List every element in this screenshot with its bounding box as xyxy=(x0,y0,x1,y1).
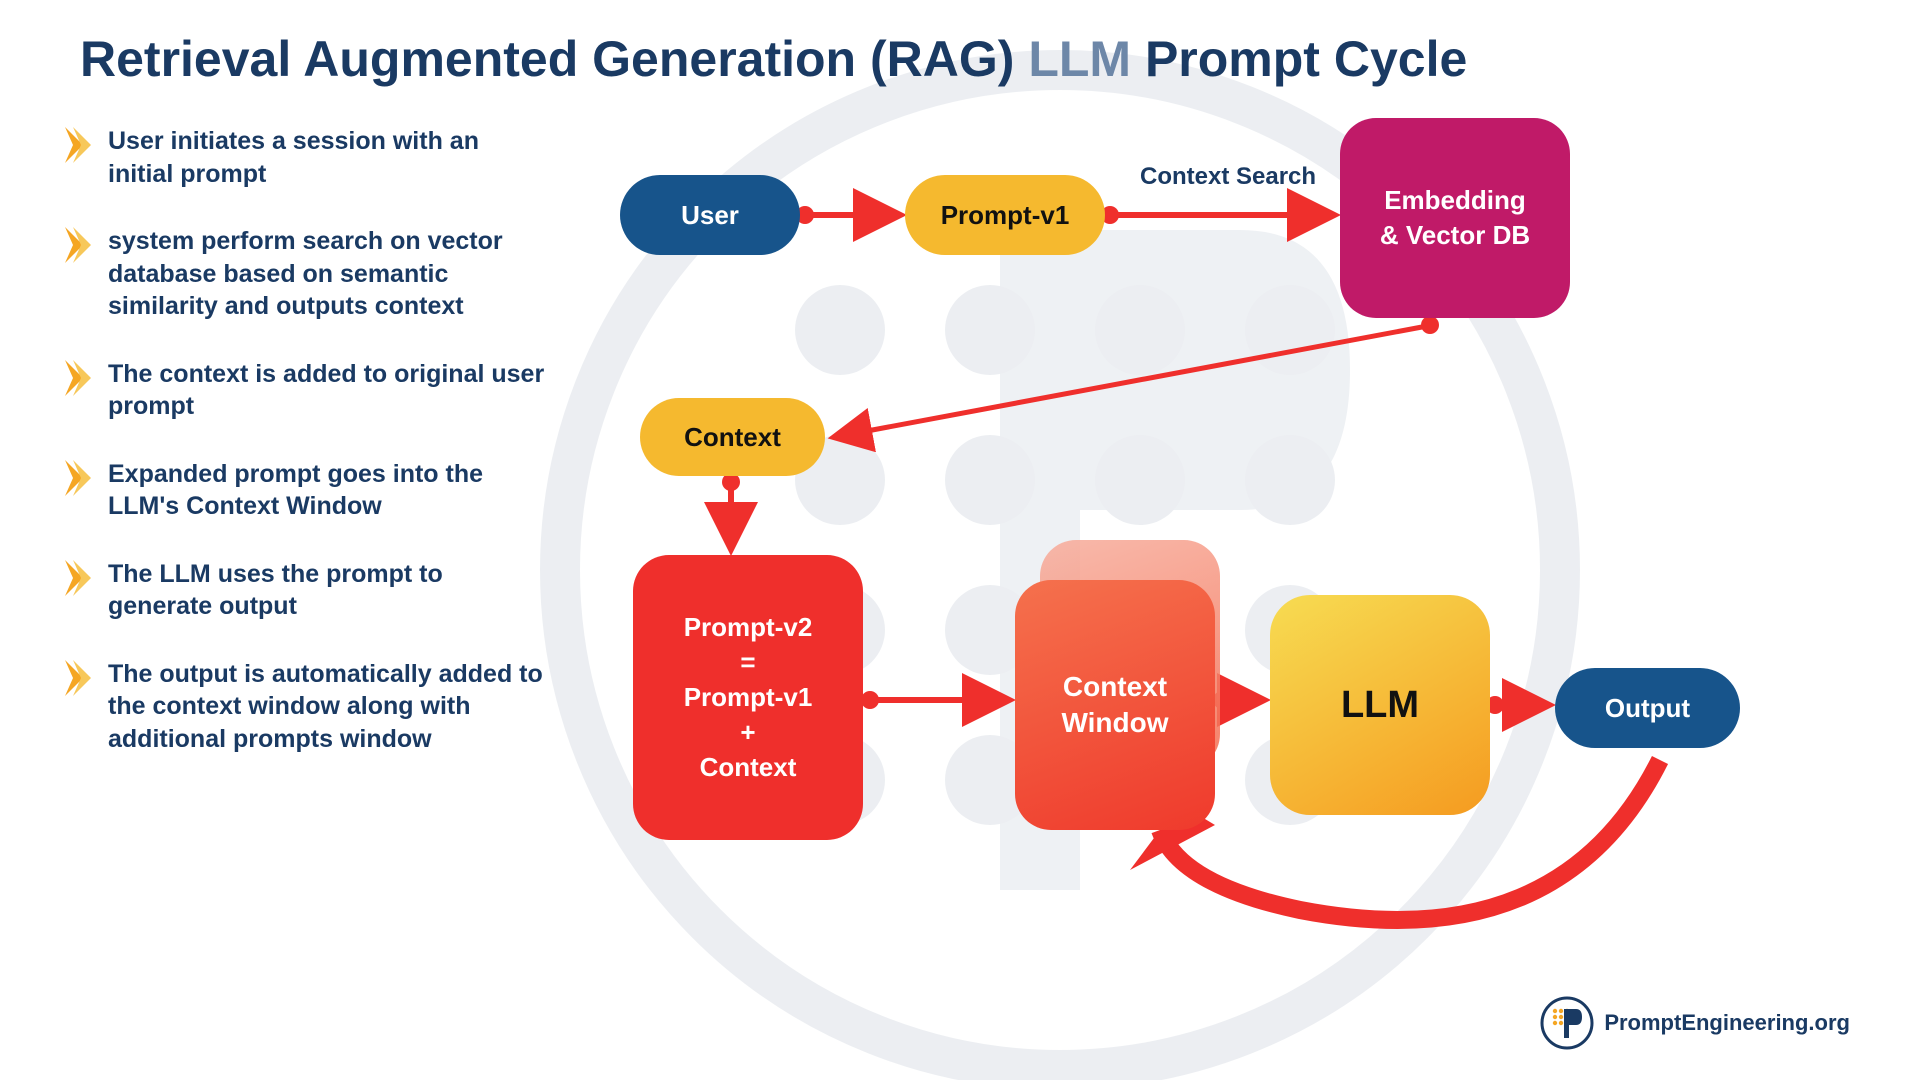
chevron-icon xyxy=(65,127,93,163)
list-item: User initiates a session with an initial… xyxy=(65,125,545,190)
edge-label-context-search: Context Search xyxy=(1140,163,1316,191)
node-label: LLM xyxy=(1341,684,1419,727)
list-item: system perform search on vector database… xyxy=(65,225,545,323)
bullet-text: Expanded prompt goes into the LLM's Cont… xyxy=(108,458,545,523)
bullet-text: The context is added to original user pr… xyxy=(108,358,545,423)
node-vector-db: Embedding & Vector DB xyxy=(1340,118,1570,318)
logo-icon xyxy=(1540,996,1594,1050)
title-part1: Retrieval Augmented Generation (RAG) xyxy=(80,31,1014,87)
footer-text: PromptEngineering.org xyxy=(1604,1010,1850,1036)
bullet-text: The output is automatically added to the… xyxy=(108,658,545,756)
chevron-icon xyxy=(65,227,93,263)
node-label: Context Window xyxy=(1061,669,1168,742)
list-item: Expanded prompt goes into the LLM's Cont… xyxy=(65,458,545,523)
diagram-canvas: Retrieval Augmented Generation (RAG) LLM… xyxy=(0,0,1920,1080)
page-title: Retrieval Augmented Generation (RAG) LLM… xyxy=(80,30,1467,88)
node-label: Prompt-v1 xyxy=(941,200,1070,231)
node-prompt-v2: Prompt-v2 = Prompt-v1 + Context xyxy=(633,555,863,840)
footer: PromptEngineering.org xyxy=(1540,996,1850,1050)
list-item: The output is automatically added to the… xyxy=(65,658,545,756)
node-label: Context xyxy=(684,422,781,453)
node-label: Embedding & Vector DB xyxy=(1380,183,1530,253)
chevron-icon xyxy=(65,560,93,596)
node-label: User xyxy=(681,200,739,231)
node-user: User xyxy=(620,175,800,255)
bullet-text: User initiates a session with an initial… xyxy=(108,125,545,190)
node-llm: LLM xyxy=(1270,595,1490,815)
node-label: Prompt-v2 = Prompt-v1 + Context xyxy=(684,610,813,785)
list-item: The LLM uses the prompt to generate outp… xyxy=(65,558,545,623)
list-item: The context is added to original user pr… xyxy=(65,358,545,423)
node-prompt-v1: Prompt-v1 xyxy=(905,175,1105,255)
node-output: Output xyxy=(1555,668,1740,748)
node-label: Output xyxy=(1605,693,1690,724)
title-part2: LLM xyxy=(1028,31,1131,87)
bullet-text: system perform search on vector database… xyxy=(108,225,545,323)
node-context: Context xyxy=(640,398,825,476)
node-context-window: Context Window xyxy=(1015,580,1215,830)
chevron-icon xyxy=(65,360,93,396)
title-part3: Prompt Cycle xyxy=(1145,31,1467,87)
bullet-list: User initiates a session with an initial… xyxy=(65,125,545,790)
bullet-text: The LLM uses the prompt to generate outp… xyxy=(108,558,545,623)
chevron-icon xyxy=(65,660,93,696)
chevron-icon xyxy=(65,460,93,496)
